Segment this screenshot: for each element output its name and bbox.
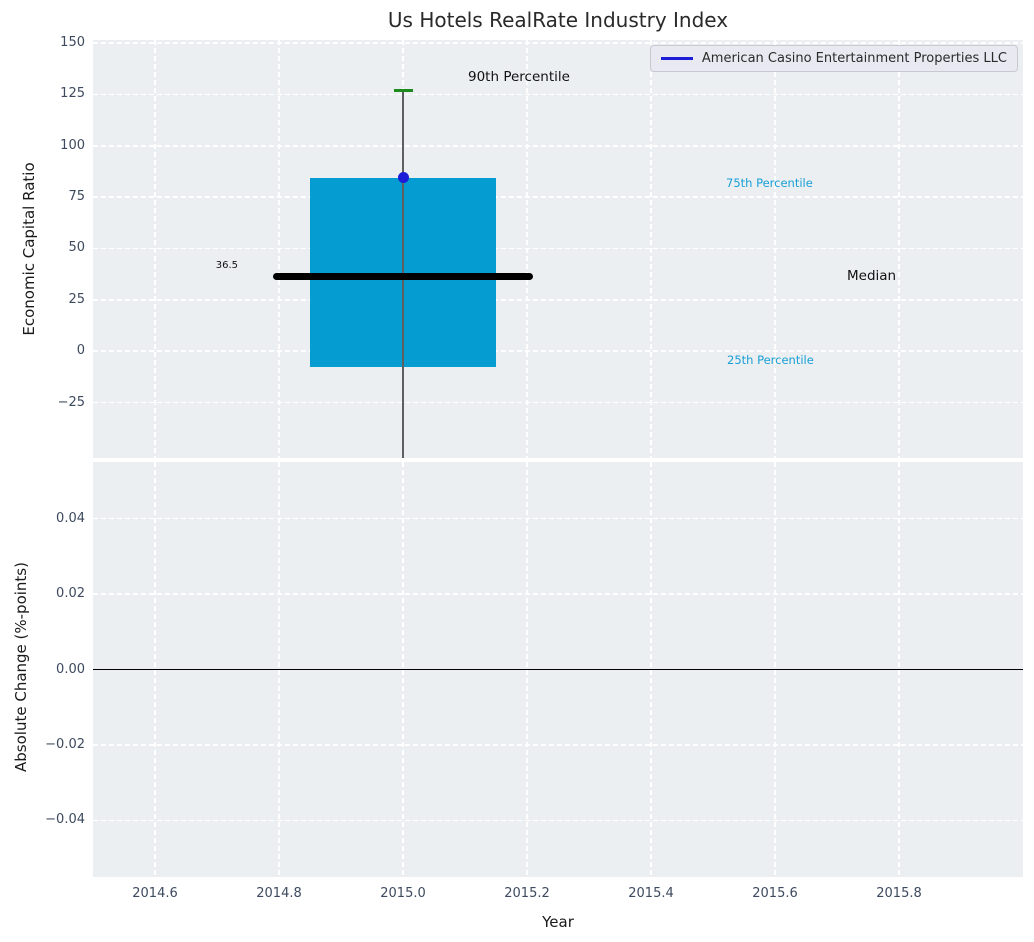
grid-line-y	[93, 744, 1023, 746]
x-tick-label: 2014.6	[132, 886, 178, 901]
annotation-25th-percentile: 25th Percentile	[727, 353, 814, 367]
y-tick-label-bottom: −0.02	[45, 736, 85, 752]
grid-line-y	[93, 144, 1023, 147]
y-tick-label-top: 50	[68, 240, 85, 256]
grid-line-y	[93, 196, 1023, 198]
y-tick-label-top: 150	[60, 35, 85, 51]
legend-entry-label: American Casino Entertainment Properties…	[701, 51, 1007, 66]
annotation-90th-percentile: 90th Percentile	[468, 69, 570, 85]
top-plot-economic-capital-ratio: 90th Percentile 75th Percentile Median 2…	[93, 40, 1023, 458]
y-tick-label-bottom: −0.04	[45, 812, 85, 828]
median-line	[272, 272, 534, 280]
x-tick-label: 2015.2	[504, 886, 550, 901]
grid-line-y	[93, 517, 1023, 520]
x-axis-label: Year	[542, 913, 574, 931]
company-marker-dot	[397, 172, 409, 184]
grid-line-y	[93, 593, 1023, 595]
grid-line-y	[93, 401, 1023, 404]
y-tick-label-bottom: 0.02	[56, 586, 85, 602]
x-tick-label: 2014.8	[256, 886, 302, 901]
y-tick-label-top: 125	[60, 86, 85, 102]
grid-line-y	[93, 247, 1023, 250]
x-tick-label: 2015.0	[380, 886, 426, 901]
y-tick-label-top: 75	[68, 189, 85, 205]
annotation-median: Median	[847, 268, 897, 284]
annotation-75th-percentile: 75th Percentile	[726, 176, 813, 190]
grid-line-y	[93, 42, 1023, 44]
annotation-median-value: 36.5	[215, 260, 238, 271]
grid-line-y	[93, 299, 1023, 301]
grid-line-y	[93, 350, 1023, 352]
legend-line-swatch	[660, 57, 693, 60]
y-tick-label-top: 0	[76, 343, 85, 359]
y-tick-label-bottom: 0.00	[56, 661, 85, 677]
percentile-90-cap	[393, 89, 413, 92]
y-tick-label-top: 100	[60, 137, 85, 153]
grid-line-y	[93, 819, 1023, 822]
grid-line-y	[93, 93, 1023, 96]
zero-line	[93, 668, 1023, 671]
x-tick-label: 2015.6	[752, 886, 798, 901]
y-tick-label-top: 25	[68, 291, 85, 307]
y-tick-label-bottom: 0.04	[56, 510, 85, 526]
legend: American Casino Entertainment Properties…	[649, 45, 1018, 72]
x-tick-label: 2015.8	[876, 886, 922, 901]
chart-title: Us Hotels RealRate Industry Index	[387, 8, 729, 32]
y-tick-label-top: −25	[57, 394, 85, 410]
x-tick-label: 2015.4	[628, 886, 674, 901]
bottom-plot-absolute-change	[93, 462, 1023, 877]
